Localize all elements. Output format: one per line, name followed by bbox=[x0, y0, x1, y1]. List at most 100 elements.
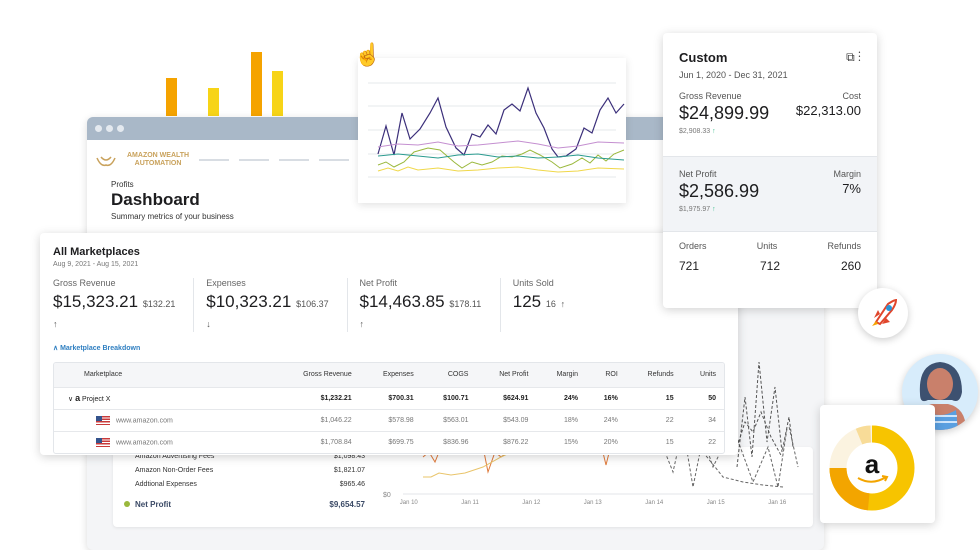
expense-value: $1,098.43 bbox=[333, 453, 365, 460]
table-row-group[interactable]: ∨ a Project X $1,232.21 $700.31 $100.71 … bbox=[54, 386, 724, 409]
marketplace-table: Marketplace Gross Revenue Expenses COGS … bbox=[53, 362, 725, 454]
x-tick: Jan 15 bbox=[706, 500, 725, 506]
net-profit-label: Net Profit bbox=[135, 500, 171, 509]
orders-value: 721 bbox=[679, 259, 700, 273]
table-cell: 15 bbox=[625, 430, 682, 453]
decor-bar bbox=[251, 52, 262, 116]
more-options-icon[interactable]: ⋮ bbox=[857, 50, 861, 64]
metric-units-sold: Units Sold 125 16 ↑ bbox=[499, 278, 653, 332]
external-link-icon[interactable]: ⧉ bbox=[846, 50, 855, 64]
nav-placeholder bbox=[279, 159, 310, 161]
nav-placeholder bbox=[239, 159, 270, 161]
profit-breakdown-panel: Amazon Advertising Fees $1,098.43 Amazon … bbox=[113, 427, 813, 527]
column-header[interactable]: COGS bbox=[447, 371, 469, 379]
column-header[interactable]: Refunds bbox=[647, 371, 674, 379]
x-tick: Jan 11 bbox=[461, 500, 479, 506]
table-cell: 20% bbox=[586, 430, 626, 453]
column-header[interactable]: ROI bbox=[605, 371, 618, 379]
table-cell: $1,708.84 bbox=[274, 430, 360, 453]
logo-text: AMAZON WEALTH bbox=[127, 152, 190, 159]
table-cell: $1,232.21 bbox=[274, 386, 360, 409]
series-line bbox=[377, 147, 625, 169]
decor-bar bbox=[166, 78, 177, 116]
arrow-up-icon: ↑ bbox=[712, 206, 716, 213]
metric-value: $10,323.21 bbox=[206, 292, 292, 311]
arrow-up-icon: ↑ bbox=[712, 128, 716, 135]
series-line bbox=[702, 451, 784, 488]
logo-text: AUTOMATION bbox=[134, 160, 182, 167]
logo[interactable]: AMAZON WEALTH AUTOMATION bbox=[127, 152, 189, 168]
metric-label: Margin bbox=[833, 169, 861, 179]
marketplace-name: www.amazon.com bbox=[116, 416, 173, 424]
table-cell: $1,046.22 bbox=[274, 408, 360, 431]
legend-dot bbox=[124, 501, 130, 507]
group-name: Project X bbox=[82, 396, 111, 403]
expense-label: Addtional Expenses bbox=[135, 481, 197, 488]
decor-bar bbox=[208, 88, 219, 116]
expense-row: Addtional Expenses $965.46 bbox=[135, 481, 365, 495]
table-cell: 22 bbox=[681, 430, 724, 453]
metric-delta: $106.37 bbox=[296, 299, 329, 309]
expense-label: Amazon Non-Order Fees bbox=[135, 467, 214, 474]
column-header[interactable]: Marketplace bbox=[84, 371, 123, 379]
window-dot[interactable] bbox=[117, 125, 124, 132]
table-cell: 18% bbox=[536, 408, 586, 431]
metric-label: Cost bbox=[842, 91, 861, 101]
table-row[interactable]: www.amazon.com $1,046.22 $578.98 $563.01… bbox=[54, 408, 724, 431]
table-row[interactable]: www.amazon.com $1,708.84 $699.75 $836.96… bbox=[54, 430, 724, 453]
logo-icon bbox=[96, 156, 116, 167]
cost-value: $22,313.00 bbox=[795, 103, 861, 118]
column-header[interactable]: Gross Revenue bbox=[303, 371, 352, 379]
column-header[interactable]: Net Profit bbox=[499, 371, 529, 379]
metric-gross-revenue: Gross Revenue $15,323.21 $132.21 ↑ bbox=[53, 278, 193, 332]
date-range[interactable]: Jun 1, 2020 - Dec 31, 2021 bbox=[679, 70, 788, 80]
metric-label: Gross Revenue bbox=[53, 278, 116, 288]
card-title: Custom bbox=[679, 50, 728, 65]
us-flag-icon bbox=[96, 415, 110, 425]
table-cell: 34 bbox=[681, 408, 724, 431]
table-cell: $700.31 bbox=[359, 386, 422, 409]
rocket-badge bbox=[858, 288, 908, 338]
metric-value: 125 bbox=[512, 292, 542, 311]
metric-delta: $132.21 bbox=[142, 299, 176, 309]
series-line bbox=[377, 140, 625, 149]
series-line bbox=[377, 166, 625, 173]
table-cell: $543.09 bbox=[476, 408, 537, 431]
chevron-down-icon[interactable]: ∨ bbox=[68, 396, 74, 403]
x-tick: Jan 16 bbox=[768, 500, 787, 506]
table-cell: $836.96 bbox=[421, 430, 477, 453]
trend-chart-card bbox=[358, 58, 626, 203]
hand-pointer-icon: ☝ bbox=[354, 42, 382, 67]
chevron-up-icon: ∧ bbox=[53, 345, 59, 352]
nav-placeholder bbox=[199, 159, 230, 161]
metric-delta: 16 bbox=[545, 299, 556, 309]
table-header: Marketplace Gross Revenue Expenses COGS … bbox=[54, 363, 724, 387]
donut-slice bbox=[829, 425, 915, 511]
expenses-list: Amazon Advertising Fees $1,098.43 Amazon … bbox=[124, 453, 365, 509]
units-value: 712 bbox=[759, 259, 781, 273]
custom-summary-card: Custom ⧉ ⋮ Jun 1, 2020 - Dec 31, 2021 Gro… bbox=[663, 33, 877, 308]
date-range[interactable]: Aug 9, 2021 - Aug 15, 2021 bbox=[53, 261, 139, 268]
decor-bar bbox=[272, 71, 283, 116]
column-header[interactable]: Units bbox=[700, 371, 716, 379]
series-line bbox=[736, 361, 794, 468]
column-header[interactable]: Margin bbox=[556, 371, 578, 379]
table-cell: 16% bbox=[586, 386, 626, 409]
metric-net-profit: Net Profit $14,463.85 $178.11 ↑ bbox=[346, 278, 500, 332]
series-line bbox=[377, 153, 625, 161]
margin-value: 7% bbox=[842, 181, 861, 196]
marketplace-breakdown-toggle[interactable]: ∧ Marketplace Breakdown bbox=[53, 344, 725, 352]
window-dot[interactable] bbox=[106, 125, 113, 132]
refunds-value: 260 bbox=[840, 259, 861, 273]
table-cell: 24% bbox=[536, 386, 586, 409]
x-tick: Jan 13 bbox=[583, 500, 602, 506]
column-header[interactable]: Expenses bbox=[382, 371, 414, 379]
expense-value: $965.46 bbox=[339, 481, 365, 488]
amazon-icon: a bbox=[75, 393, 81, 403]
marketplace-name: www.amazon.com bbox=[116, 439, 173, 447]
breadcrumb[interactable]: Profits bbox=[111, 180, 134, 189]
metric-delta: $178.11 bbox=[449, 299, 482, 309]
window-dot[interactable] bbox=[95, 125, 102, 132]
expense-label: Amazon Advertising Fees bbox=[135, 453, 215, 460]
us-flag-icon bbox=[96, 437, 110, 447]
